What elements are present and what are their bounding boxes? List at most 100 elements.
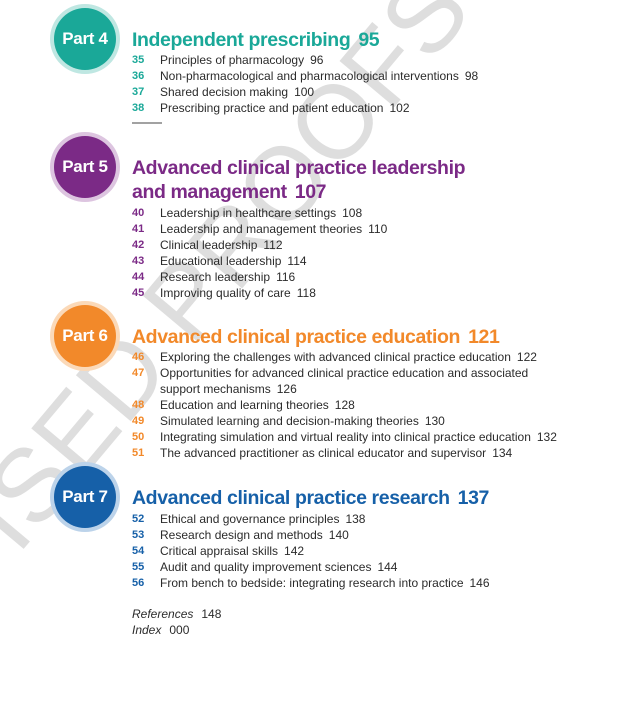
part-badge: Part 4 xyxy=(50,4,120,74)
index-entry[interactable]: Index 000 xyxy=(132,622,221,638)
part-badge: Part 7 xyxy=(50,462,120,532)
chapter-item[interactable]: 48 Education and learning theories 128 xyxy=(132,397,562,413)
chapter-item[interactable]: 36 Non-pharmacological and pharmacologica… xyxy=(132,68,562,84)
chapter-list: 52 Ethical and governance principles 138 5… xyxy=(132,511,562,591)
chapter-number: 52 xyxy=(132,511,160,527)
part-badge: Part 6 xyxy=(50,301,120,371)
chapter-number: 50 xyxy=(132,429,160,445)
chapter-number: 36 xyxy=(132,68,160,84)
chapter-page: 140 xyxy=(329,528,349,542)
chapter-page: 146 xyxy=(470,576,490,590)
chapter-title: Exploring the challenges with advanced c… xyxy=(160,350,511,364)
index-label: Index xyxy=(132,623,161,637)
chapter-item[interactable]: 52 Ethical and governance principles 138 xyxy=(132,511,562,527)
chapter-item[interactable]: 56 From bench to bedside: integrating res… xyxy=(132,575,562,591)
chapter-number: 54 xyxy=(132,543,160,559)
chapter-item[interactable]: 43 Educational leadership 114 xyxy=(132,253,562,269)
chapter-number: 43 xyxy=(132,253,160,269)
chapter-number: 49 xyxy=(132,413,160,429)
chapter-title: Principles of pharmacology xyxy=(160,53,304,67)
part-title-text: Advanced clinical practice research xyxy=(132,487,450,509)
part-badge: Part 5 xyxy=(50,132,120,202)
chapter-page: 132 xyxy=(537,430,557,444)
chapter-title: Research design and methods xyxy=(160,528,323,542)
chapter-list: 40 Leadership in healthcare settings 108 4… xyxy=(132,205,562,301)
chapter-title: Education and learning theories xyxy=(160,398,329,412)
chapter-item[interactable]: 41 Leadership and management theories 110 xyxy=(132,221,562,237)
chapter-item[interactable]: 54 Critical appraisal skills 142 xyxy=(132,543,562,559)
chapter-item[interactable]: 44 Research leadership 116 xyxy=(132,269,562,285)
chapter-page: 126 xyxy=(277,382,297,396)
chapter-item[interactable]: 53 Research design and methods 140 xyxy=(132,527,562,543)
chapter-number: 44 xyxy=(132,269,160,285)
chapter-title: The advanced practitioner as clinical ed… xyxy=(160,446,486,460)
chapter-title: Integrating simulation and virtual reali… xyxy=(160,430,531,444)
part-page: 107 xyxy=(295,181,326,203)
chapter-page: 108 xyxy=(342,206,362,220)
chapter-page: 100 xyxy=(294,85,314,99)
part-badge-label: Part 7 xyxy=(54,466,116,528)
chapter-page: 128 xyxy=(335,398,355,412)
chapter-page: 138 xyxy=(345,512,365,526)
chapter-title: From bench to bedside: integrating resea… xyxy=(160,576,464,590)
chapter-page: 134 xyxy=(492,446,512,460)
part-page: 137 xyxy=(458,487,489,509)
part-title-text: Advanced clinical practice education xyxy=(132,326,460,348)
references-entry[interactable]: References 148 xyxy=(132,606,221,622)
chapter-page: 142 xyxy=(284,544,304,558)
part-title[interactable]: Advanced clinical practice education 121 xyxy=(132,325,552,349)
index-page: 000 xyxy=(169,623,189,637)
chapter-item[interactable]: 50 Integrating simulation and virtual rea… xyxy=(132,429,562,445)
chapter-title: Educational leadership xyxy=(160,254,281,268)
chapter-number: 53 xyxy=(132,527,160,543)
chapter-item[interactable]: 35 Principles of pharmacology 96 xyxy=(132,52,562,68)
chapter-item[interactable]: 47 Opportunities for advanced clinical pr… xyxy=(132,365,562,397)
chapter-item[interactable]: 55 Audit and quality improvement sciences… xyxy=(132,559,562,575)
chapter-number: 55 xyxy=(132,559,160,575)
chapter-page: 144 xyxy=(377,560,397,574)
chapter-page: 114 xyxy=(287,254,306,268)
chapter-page: 98 xyxy=(465,69,478,83)
chapter-item[interactable]: 40 Leadership in healthcare settings 108 xyxy=(132,205,562,221)
part-badge-label: Part 6 xyxy=(54,305,116,367)
references-label: References xyxy=(132,607,193,621)
part-title[interactable]: Advanced clinical practice leadership an… xyxy=(132,156,472,204)
chapter-item[interactable]: 37 Shared decision making 100 xyxy=(132,84,562,100)
chapter-title: Opportunities for advanced clinical prac… xyxy=(160,366,528,396)
part-title-text: Independent prescribing xyxy=(132,29,350,51)
part-title[interactable]: Independent prescribing 95 xyxy=(132,28,472,52)
part-title[interactable]: Advanced clinical practice research 137 xyxy=(132,486,552,510)
chapter-page: 110 xyxy=(368,222,387,236)
chapter-title: Leadership in healthcare settings xyxy=(160,206,336,220)
chapter-item[interactable]: 49 Simulated learning and decision-making… xyxy=(132,413,562,429)
chapter-number: 48 xyxy=(132,397,160,413)
chapter-page: 116 xyxy=(276,270,295,284)
chapter-number: 51 xyxy=(132,445,160,461)
chapter-number: 37 xyxy=(132,84,160,100)
chapter-title: Research leadership xyxy=(160,270,270,284)
chapter-title: Improving quality of care xyxy=(160,286,291,300)
chapter-title: Ethical and governance principles xyxy=(160,512,339,526)
chapter-number: 40 xyxy=(132,205,160,221)
chapter-page: 96 xyxy=(310,53,323,67)
chapter-item[interactable]: 42 Clinical leadership 112 xyxy=(132,237,562,253)
chapter-number: 45 xyxy=(132,285,160,301)
chapter-page: 118 xyxy=(297,286,316,300)
end-matter: References 148 Index 000 xyxy=(132,606,221,638)
chapter-item[interactable]: 46 Exploring the challenges with advanced… xyxy=(132,349,562,365)
chapter-number: 42 xyxy=(132,237,160,253)
chapter-item[interactable]: 38 Prescribing practice and patient educa… xyxy=(132,100,562,116)
chapter-page: 102 xyxy=(389,101,409,115)
chapter-item[interactable]: 51 The advanced practitioner as clinical … xyxy=(132,445,562,461)
chapter-title: Shared decision making xyxy=(160,85,288,99)
chapter-title: Prescribing practice and patient educati… xyxy=(160,101,383,115)
chapter-item[interactable]: 45 Improving quality of care 118 xyxy=(132,285,562,301)
chapter-page: 112 xyxy=(263,238,282,252)
chapter-number: 46 xyxy=(132,349,160,365)
part-page: 121 xyxy=(468,326,499,348)
chapter-title: Critical appraisal skills xyxy=(160,544,278,558)
chapter-number: 35 xyxy=(132,52,160,68)
chapter-title: Leadership and management theories xyxy=(160,222,362,236)
chapter-number: 41 xyxy=(132,221,160,237)
chapter-number: 47 xyxy=(132,365,160,397)
